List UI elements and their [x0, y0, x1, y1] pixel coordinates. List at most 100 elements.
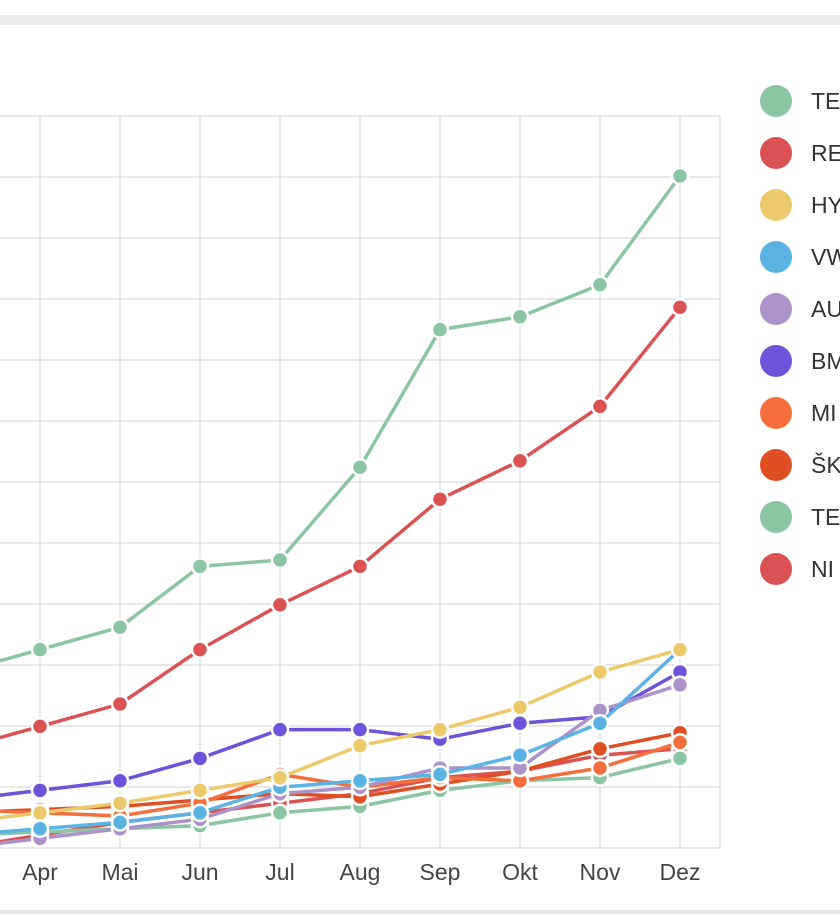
legend-label: TE: [811, 88, 840, 114]
x-tick-label: Dez: [660, 859, 701, 885]
data-point: [430, 765, 450, 784]
bottom-rule: [0, 910, 840, 914]
x-tick-label: Nov: [580, 859, 621, 885]
legend-marker: [760, 397, 792, 429]
data-point: [590, 739, 610, 759]
data-point: [270, 803, 290, 823]
data-point: [190, 803, 210, 823]
series-line: [0, 306, 682, 740]
legend-label: VW: [811, 244, 840, 270]
x-tick-label: Apr: [22, 859, 58, 885]
legend-item: VW: [760, 241, 840, 273]
data-point: [270, 768, 290, 787]
legend-item: TE: [760, 85, 840, 117]
top-bar: [0, 15, 840, 25]
x-tick-label: Jun: [181, 859, 218, 885]
legend-label: MI: [811, 400, 837, 426]
data-point: [350, 457, 370, 477]
x-tick-label: Aug: [340, 859, 381, 885]
series-5: [0, 675, 690, 848]
data-point: [30, 819, 50, 839]
x-tick-label: Mai: [101, 859, 138, 885]
data-point: [510, 745, 530, 765]
data-point: [670, 675, 690, 695]
legend-item: NI: [760, 553, 834, 585]
series-line: [0, 647, 681, 820]
x-tick-label: Okt: [502, 859, 538, 885]
series-2: [0, 297, 690, 740]
legend-label: RE: [811, 140, 840, 166]
series-line: [0, 670, 681, 797]
data-point: [350, 771, 370, 791]
legend-label: NI: [811, 556, 834, 582]
data-point: [270, 720, 290, 739]
data-point: [510, 451, 530, 471]
legend-marker: [760, 241, 792, 273]
data-point: [190, 557, 210, 576]
data-point: [510, 697, 530, 717]
data-point: [110, 694, 130, 714]
data-point: [590, 758, 610, 778]
data-point: [590, 713, 610, 733]
data-point: [110, 793, 130, 813]
data-point: [270, 550, 290, 570]
x-tick-label: Jul: [265, 859, 294, 885]
legend-marker: [760, 501, 792, 533]
legend-marker: [760, 189, 792, 221]
data-point: [270, 595, 290, 615]
data-point: [110, 617, 130, 637]
legend-marker: [760, 293, 792, 325]
data-point: [430, 320, 450, 339]
legend: TE RE HY VW AU BM MI ŠK TE NI: [760, 85, 840, 585]
data-point: [430, 489, 450, 509]
data-point: [670, 166, 690, 186]
legend-item: BM: [760, 345, 840, 377]
legend-item: AU: [760, 293, 840, 325]
data-point: [350, 720, 370, 739]
data-point: [430, 720, 450, 739]
series-line: [0, 756, 681, 836]
data-point: [670, 640, 690, 659]
series-line: [0, 174, 682, 663]
data-point: [190, 781, 210, 800]
data-point: [30, 640, 50, 659]
legend-label: ŠK: [811, 451, 840, 478]
series-layer: [0, 166, 690, 848]
data-point: [30, 803, 50, 823]
data-point: [590, 275, 610, 295]
data-point: [670, 749, 690, 768]
data-point: [670, 297, 690, 317]
data-point: [670, 733, 690, 752]
legend-item: RE: [760, 137, 840, 169]
legend-marker: [760, 449, 792, 481]
legend-item: ŠK: [760, 449, 840, 481]
data-point: [110, 771, 130, 791]
data-point: [510, 713, 530, 733]
data-point: [190, 749, 210, 768]
data-point: [590, 662, 610, 682]
legend-item: TE: [760, 501, 840, 533]
series-6: [0, 662, 690, 800]
data-point: [510, 307, 530, 327]
series-3: [0, 640, 690, 823]
legend-marker: [760, 137, 792, 169]
data-point: [190, 640, 210, 659]
grid-layer: [0, 115, 721, 849]
legend-label: TE: [811, 504, 840, 530]
legend-label: AU: [811, 296, 840, 322]
series-line: [0, 648, 682, 834]
data-point: [30, 781, 50, 800]
data-point: [350, 557, 370, 576]
data-point: [350, 736, 370, 755]
legend-item: HY: [760, 189, 840, 221]
legend-marker: [760, 553, 792, 585]
legend-marker: [760, 345, 792, 377]
series-1: [0, 166, 690, 663]
data-point: [110, 813, 130, 832]
legend-label: HY: [811, 192, 840, 218]
legend-label: BM: [811, 348, 840, 374]
data-point: [590, 397, 610, 416]
series-line: [0, 740, 681, 818]
